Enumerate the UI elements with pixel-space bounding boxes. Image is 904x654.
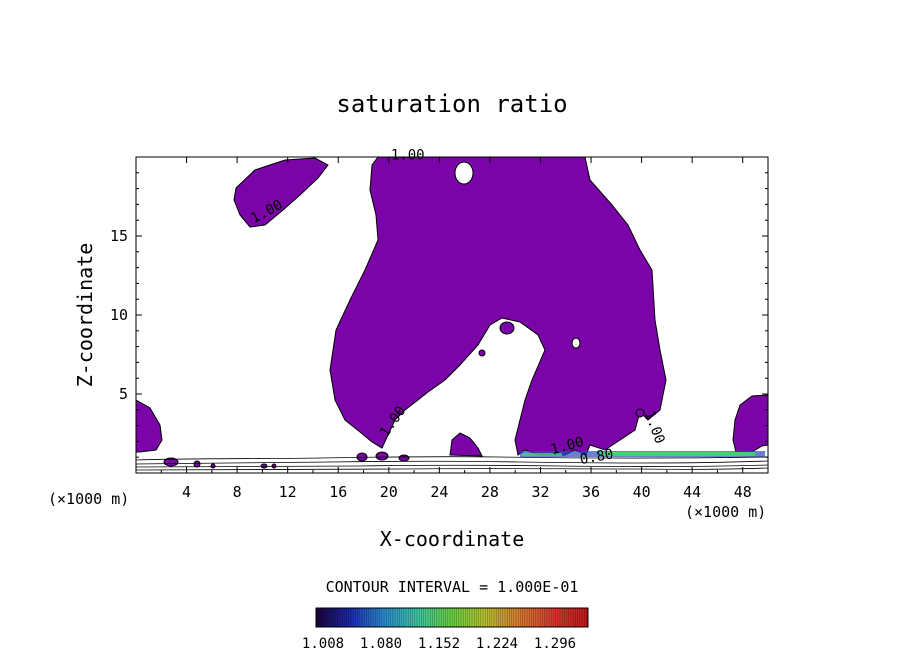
colorbar-label: 1.152 [418,636,460,652]
x-tick-label: 8 [233,483,242,501]
x-unit-right: (×1000 m) [685,503,766,521]
colorbar-frame [315,607,589,628]
saturated-blob [398,454,410,462]
x-tick-label: 48 [734,483,752,501]
x-axis-label: X-coordinate [380,527,525,551]
saturated-region-main [329,157,667,456]
unsaturated-hole [454,161,474,185]
saturated-blob [210,463,216,469]
colorbar: 1.008 1.080 1.152 1.224 1.296 [302,607,589,652]
chart-title: saturation ratio [336,90,567,118]
x-tick-label: 16 [329,483,347,501]
x-tick-label: 40 [633,483,651,501]
contour-label: 1.00 [391,147,425,163]
contour-interval-label: CONTOUR INTERVAL = 1.000E-01 [326,578,579,596]
saturated-blob [193,460,201,468]
x-unit-left: (×1000 m) [48,490,129,508]
x-tick-label: 44 [683,483,701,501]
y-tick-label: 5 [119,385,128,403]
saturated-blob [260,463,268,469]
saturated-region-left [136,399,163,453]
surface-high-band-core [522,453,562,456]
saturated-blob [499,321,515,335]
x-tick-label: 4 [182,483,191,501]
x-tick-label: 24 [430,483,448,501]
colorbar-label: 1.296 [534,636,576,652]
contour-label: 0.80 [579,446,615,468]
x-tick-label: 32 [531,483,549,501]
saturated-blob [478,349,486,357]
x-ticks: 4 8 12 16 20 24 28 32 36 40 44 48 [160,157,752,501]
colorbar-stripes [317,608,587,627]
saturated-blob [375,451,389,461]
saturated-blob [449,432,483,457]
y-ticks: 5 10 15 [110,172,768,458]
x-tick-label: 36 [582,483,600,501]
surface-contours [136,456,768,471]
saturated-region-upper-left [233,157,329,228]
colorbar-label: 1.008 [302,636,344,652]
y-tick-label: 15 [110,227,128,245]
unsaturated-hole-small [571,337,581,349]
saturated-blob [635,408,645,418]
colorbar-label: 1.080 [360,636,402,652]
x-tick-label: 12 [279,483,297,501]
y-tick-label: 10 [110,306,128,324]
x-tick-label: 28 [481,483,499,501]
plot-area [136,157,768,471]
colorbar-fill [316,608,588,627]
y-axis-label: Z-coordinate [73,243,97,388]
colorbar-labels: 1.008 1.080 1.152 1.224 1.296 [302,636,576,652]
contour-label: 1.00 [641,409,668,446]
x-tick-label: 20 [380,483,398,501]
surface-high-band-core [600,452,755,456]
colorbar-label: 1.224 [476,636,518,652]
saturated-region-right [732,394,768,453]
